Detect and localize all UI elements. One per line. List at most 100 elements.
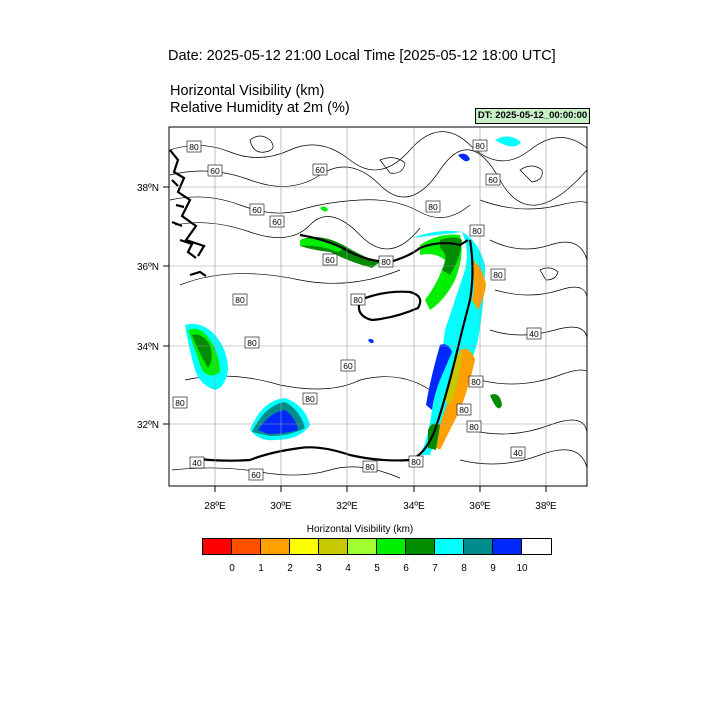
date-title: Date: 2025-05-12 21:00 Local Time [2025-… (168, 48, 556, 64)
svg-text:80: 80 (247, 338, 257, 348)
colorbar-swatch (290, 539, 319, 554)
svg-text:80: 80 (189, 142, 199, 152)
contour-label: 80 (244, 336, 260, 349)
svg-text:80: 80 (305, 394, 315, 404)
colorbar-tick-label: 7 (432, 563, 438, 574)
colorbar-swatch (348, 539, 377, 554)
contour-label: 60 (322, 253, 338, 266)
contour-label: 80 (466, 420, 482, 433)
colorbar-swatch (522, 539, 551, 554)
lat-lon-grid (169, 127, 587, 486)
svg-text:80: 80 (381, 257, 391, 267)
lat-label: 36ºN (137, 262, 159, 273)
contour-label: 40 (189, 456, 205, 469)
svg-text:80: 80 (353, 295, 363, 305)
variable-title-humidity: Relative Humidity at 2m (%) (170, 100, 350, 116)
contour-label: 60 (312, 163, 328, 176)
lat-label: 32ºN (137, 420, 159, 431)
svg-text:40: 40 (192, 458, 202, 468)
contour-label: 80 (302, 392, 318, 405)
svg-text:80: 80 (459, 405, 469, 415)
colorbar-tick-label: 8 (461, 563, 467, 574)
svg-text:60: 60 (272, 217, 282, 227)
colorbar-tick-label: 3 (316, 563, 322, 574)
contour-label: 60 (249, 203, 265, 216)
contour-label: 80 (232, 293, 248, 306)
colorbar-swatch (261, 539, 290, 554)
lon-label: 28ºE (204, 501, 226, 512)
map-frame (168, 126, 588, 487)
colorbar-tick-label: 0 (229, 563, 235, 574)
lon-label: 32ºE (336, 501, 358, 512)
svg-text:60: 60 (488, 175, 498, 185)
svg-text:60: 60 (251, 470, 261, 480)
contour-label: 40 (510, 446, 526, 459)
colorbar-tick-label: 9 (490, 563, 496, 574)
contour-label: 80 (378, 255, 394, 268)
colorbar-swatch (493, 539, 522, 554)
svg-text:80: 80 (471, 377, 481, 387)
dt-badge: DT: 2025-05-12_00:00:00 (475, 108, 590, 124)
colorbar-swatch (319, 539, 348, 554)
svg-text:40: 40 (529, 329, 539, 339)
svg-text:80: 80 (428, 202, 438, 212)
svg-text:60: 60 (315, 165, 325, 175)
lon-label: 36ºE (469, 501, 491, 512)
colorbar (202, 538, 552, 555)
lat-label: 38ºN (137, 183, 159, 194)
svg-text:80: 80 (469, 422, 479, 432)
colorbar-tick-label: 10 (516, 563, 528, 574)
visibility-shading (185, 136, 521, 455)
lon-label: 34ºE (403, 501, 425, 512)
svg-text:60: 60 (343, 361, 353, 371)
colorbar-tick-label: 2 (287, 563, 293, 574)
colorbar-swatch (435, 539, 464, 554)
svg-text:80: 80 (472, 226, 482, 236)
svg-text:60: 60 (325, 255, 335, 265)
lat-label: 34ºN (137, 342, 159, 353)
contour-label: 80 (472, 139, 488, 152)
contour-label: 80 (186, 140, 202, 153)
colorbar-tick-label: 4 (345, 563, 351, 574)
coastlines (169, 149, 474, 462)
colorbar-tick-label: 6 (403, 563, 409, 574)
contour-label: 60 (248, 468, 264, 481)
colorbar-tick-label: 1 (258, 563, 264, 574)
svg-text:80: 80 (175, 398, 185, 408)
lon-label: 38ºE (535, 501, 557, 512)
variable-title-visibility: Horizontal Visibility (km) (170, 83, 325, 99)
svg-text:80: 80 (475, 141, 485, 151)
lon-label: 30ºE (270, 501, 292, 512)
colorbar-swatch (232, 539, 261, 554)
svg-text:80: 80 (365, 462, 375, 472)
latitude-axis: 38ºN 36ºN 34ºN 32ºN (137, 183, 169, 431)
colorbar-tick-label: 5 (374, 563, 380, 574)
svg-text:80: 80 (493, 270, 503, 280)
contour-label: 60 (269, 215, 285, 228)
svg-text:80: 80 (411, 457, 421, 467)
contour-label: 80 (172, 396, 188, 409)
contour-label: 60 (207, 164, 223, 177)
svg-text:60: 60 (252, 205, 262, 215)
svg-text:40: 40 (513, 448, 523, 458)
contour-label: 80 (425, 200, 441, 213)
contour-label: 60 (340, 359, 356, 372)
longitude-axis: 28ºE 30ºE 32ºE 34ºE 36ºE 38ºE (204, 486, 557, 512)
contour-label: 80 (408, 455, 424, 468)
colorbar-swatch (203, 539, 232, 554)
contour-label: 60 (485, 173, 501, 186)
contour-label: 80 (468, 375, 484, 388)
contour-label: 80 (456, 403, 472, 416)
colorbar-swatch (377, 539, 406, 554)
colorbar-title: Horizontal Visibility (km) (306, 524, 414, 535)
contour-label: 80 (490, 268, 506, 281)
colorbar-swatch (464, 539, 493, 554)
contour-label: 80 (350, 293, 366, 306)
contour-label: 80 (469, 224, 485, 237)
svg-text:60: 60 (210, 166, 220, 176)
contour-label: 80 (362, 460, 378, 473)
colorbar-swatch (406, 539, 435, 554)
